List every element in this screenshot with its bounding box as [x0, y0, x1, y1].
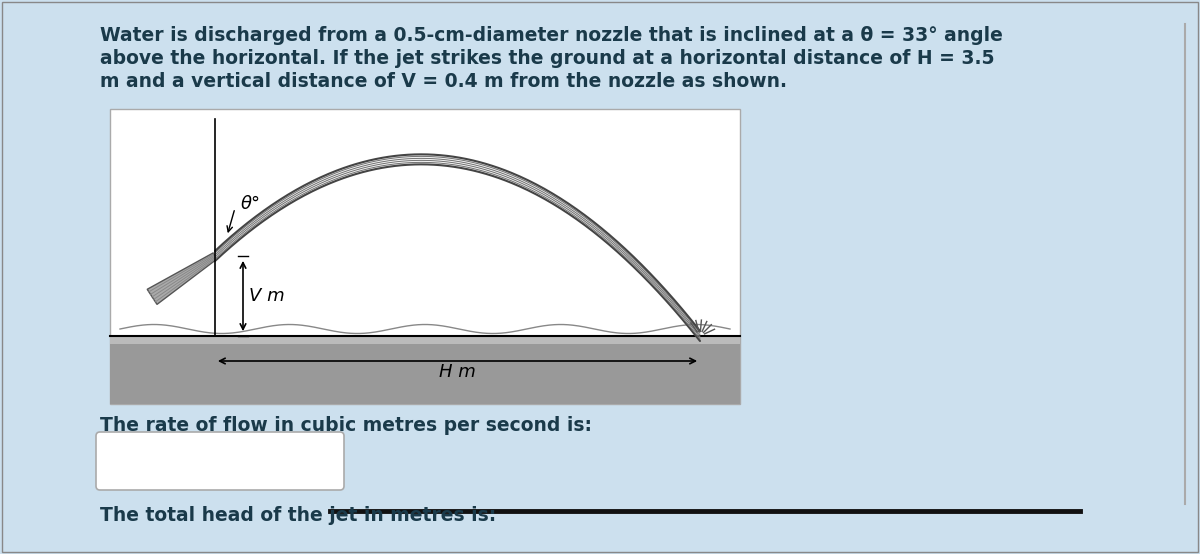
- Polygon shape: [148, 253, 217, 304]
- Text: The total head of the jet in metres is:: The total head of the jet in metres is:: [100, 506, 497, 525]
- FancyBboxPatch shape: [96, 432, 344, 490]
- Text: Water is discharged from a 0.5-cm-diameter nozzle that is inclined at a θ = 33° : Water is discharged from a 0.5-cm-diamet…: [100, 26, 1003, 45]
- Bar: [110, 109, 740, 404]
- Bar: [110, 336, 740, 404]
- Text: θ°: θ°: [241, 195, 262, 213]
- Bar: [110, 336, 740, 344]
- Text: H m: H m: [439, 363, 476, 381]
- Text: above the horizontal. If the jet strikes the ground at a horizontal distance of : above the horizontal. If the jet strikes…: [100, 49, 995, 68]
- Text: V m: V m: [250, 287, 284, 305]
- Text: The rate of flow in cubic metres per second is:: The rate of flow in cubic metres per sec…: [100, 416, 592, 435]
- Text: m and a vertical distance of V = 0.4 m from the nozzle as shown.: m and a vertical distance of V = 0.4 m f…: [100, 72, 787, 91]
